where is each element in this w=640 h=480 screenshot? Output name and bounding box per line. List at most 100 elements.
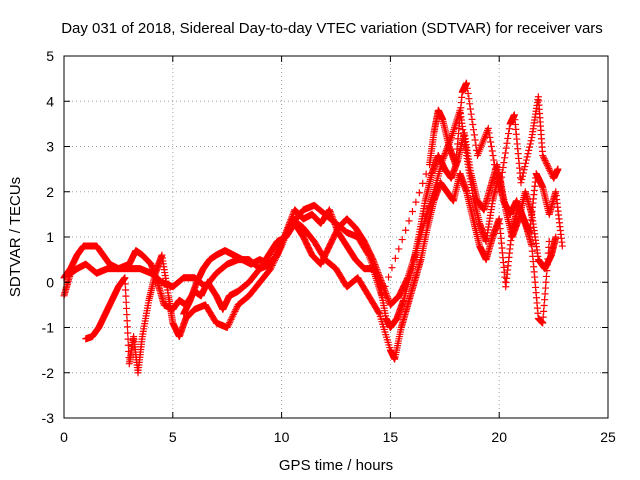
data-point bbox=[488, 147, 496, 155]
axis-ticks bbox=[63, 55, 609, 419]
y-tick-labels: -3 -2 -1 0 1 2 3 4 5 bbox=[42, 48, 55, 426]
data-point bbox=[327, 211, 335, 219]
data-point bbox=[405, 217, 413, 225]
data-point bbox=[333, 225, 341, 233]
data-point bbox=[494, 179, 502, 187]
data-point bbox=[122, 298, 130, 306]
data-point bbox=[469, 121, 477, 129]
data-point bbox=[332, 224, 340, 232]
data-point bbox=[493, 174, 501, 182]
data-point bbox=[525, 146, 533, 154]
data-point bbox=[546, 166, 554, 174]
data-point bbox=[499, 164, 507, 172]
data-point bbox=[487, 138, 495, 146]
data-point bbox=[330, 217, 338, 225]
data-point bbox=[491, 161, 499, 169]
data-point bbox=[327, 209, 335, 217]
data-point bbox=[543, 160, 551, 168]
data-point bbox=[439, 156, 447, 164]
data-point bbox=[519, 172, 527, 180]
data-point bbox=[472, 141, 480, 149]
x-tick-label: 20 bbox=[491, 429, 507, 445]
data-point bbox=[284, 224, 292, 232]
data-point bbox=[274, 248, 282, 256]
data-point bbox=[278, 240, 286, 248]
data-point bbox=[519, 169, 527, 177]
data-point bbox=[526, 143, 534, 151]
data-point bbox=[228, 314, 236, 322]
data-point bbox=[283, 227, 291, 235]
data-point bbox=[398, 236, 406, 244]
data-point bbox=[384, 294, 392, 302]
data-point bbox=[385, 296, 393, 304]
data-point bbox=[388, 264, 396, 272]
data-point bbox=[232, 306, 240, 314]
data-point bbox=[504, 134, 512, 142]
data-point bbox=[545, 238, 553, 246]
data-point bbox=[466, 105, 474, 113]
data-point bbox=[289, 211, 297, 219]
y-tick-label: 2 bbox=[46, 184, 54, 200]
data-point bbox=[496, 183, 504, 191]
data-points bbox=[60, 79, 566, 377]
y-tick-label: 0 bbox=[46, 274, 54, 290]
data-point bbox=[274, 249, 282, 257]
data-point bbox=[391, 254, 399, 262]
data-point bbox=[466, 100, 474, 108]
data-point bbox=[121, 274, 129, 282]
data-point bbox=[123, 323, 131, 331]
data-point bbox=[225, 320, 233, 328]
data-point bbox=[501, 154, 509, 162]
data-point bbox=[283, 225, 291, 233]
data-point bbox=[545, 164, 553, 172]
data-point bbox=[279, 235, 287, 243]
data-point bbox=[439, 154, 447, 162]
chart-title: Day 031 of 2018, Sidereal Day-to-day VTE… bbox=[61, 20, 603, 37]
data-point bbox=[541, 156, 549, 164]
data-point bbox=[370, 259, 378, 267]
data-point bbox=[464, 89, 472, 97]
data-point bbox=[277, 241, 285, 249]
data-point bbox=[281, 232, 289, 240]
data-point bbox=[403, 275, 411, 283]
data-point bbox=[371, 260, 379, 268]
data-point bbox=[122, 304, 130, 312]
data-point bbox=[526, 140, 534, 148]
data-point bbox=[467, 110, 475, 118]
data-point bbox=[121, 280, 129, 288]
x-axis-label: GPS time / hours bbox=[279, 457, 393, 474]
data-point bbox=[465, 95, 473, 103]
data-point bbox=[408, 207, 416, 215]
data-point bbox=[276, 245, 284, 253]
data-point bbox=[326, 207, 334, 215]
data-point bbox=[381, 282, 389, 290]
data-point bbox=[385, 273, 393, 281]
x-tick-label: 0 bbox=[60, 429, 68, 445]
data-point bbox=[281, 230, 289, 238]
data-point bbox=[419, 179, 427, 187]
data-point bbox=[498, 173, 506, 181]
x-tick-labels: 0 5 10 15 20 25 bbox=[60, 429, 616, 445]
data-point bbox=[332, 222, 340, 230]
data-point bbox=[489, 152, 497, 160]
data-point bbox=[412, 198, 420, 206]
data-point bbox=[329, 216, 337, 224]
data-point bbox=[122, 292, 130, 300]
data-point bbox=[503, 139, 511, 147]
data-point bbox=[505, 125, 513, 133]
data-point bbox=[285, 220, 293, 228]
data-point bbox=[501, 149, 509, 157]
data-point bbox=[540, 155, 548, 163]
data-point bbox=[520, 166, 528, 174]
data-point bbox=[543, 161, 551, 169]
y-axis-label: SDTVAR / TECUs bbox=[7, 177, 24, 297]
y-tick-label: -2 bbox=[42, 365, 55, 381]
data-point bbox=[463, 84, 471, 92]
data-point bbox=[331, 220, 339, 228]
y-tick-label: 4 bbox=[46, 93, 54, 109]
data-point bbox=[471, 136, 479, 144]
data-point bbox=[380, 283, 388, 291]
data-point bbox=[282, 228, 290, 236]
data-point bbox=[522, 156, 530, 164]
data-point bbox=[485, 129, 493, 137]
